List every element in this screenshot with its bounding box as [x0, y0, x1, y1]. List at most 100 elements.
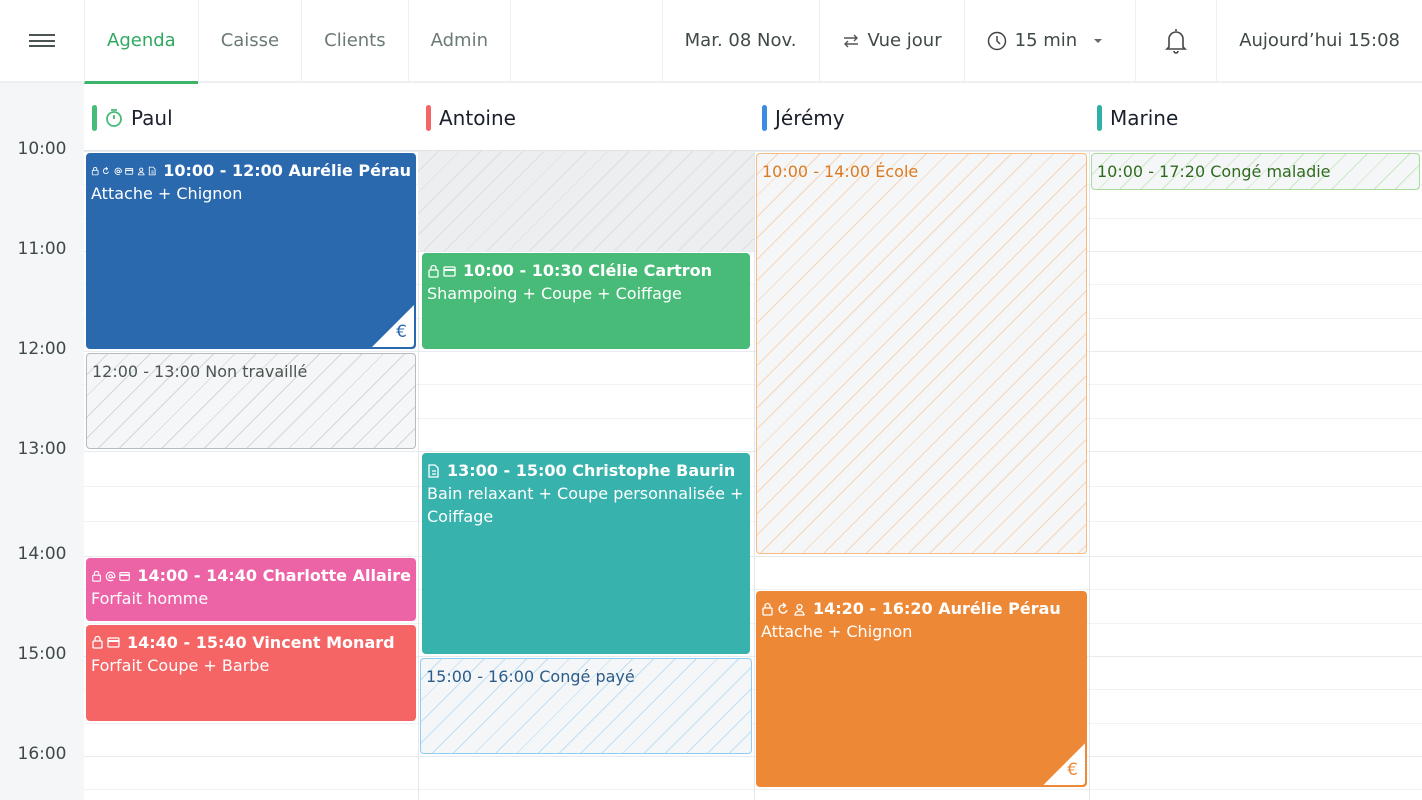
card-icon — [119, 571, 131, 581]
absence-label: 15:00 - 16:00 Congé payé — [426, 667, 635, 686]
tab-caisse[interactable]: Caisse — [197, 0, 301, 81]
column-divider — [754, 150, 755, 800]
view-toggle-button[interactable]: Vue jour — [818, 0, 964, 81]
doc-icon — [428, 463, 439, 478]
grid-line — [84, 789, 1422, 791]
user-icon — [794, 603, 805, 616]
spacer — [510, 0, 662, 81]
bell-icon — [1165, 28, 1188, 54]
grid-line — [84, 351, 1422, 352]
at-icon — [105, 571, 116, 581]
hour-label: 12:00 — [17, 339, 67, 359]
staff-color-bar — [426, 104, 431, 131]
lock-icon — [92, 636, 103, 649]
swap-arrows-icon — [843, 34, 858, 47]
chevron-down-icon — [1094, 38, 1103, 43]
appointment-services: Bain relaxant + Coupe personnalisée + Co… — [427, 484, 744, 526]
appointment-card[interactable]: 10:00 - 12:00 Aurélie Pérau Attache + Chi… — [86, 153, 416, 349]
top-navigation: Agenda Caisse Clients Admin Mar. 08 Nov.… — [0, 0, 1422, 84]
lock-icon — [762, 602, 773, 616]
tab-clients[interactable]: Clients — [301, 0, 408, 81]
staff-column-header[interactable]: Jérémy — [762, 85, 845, 150]
absence-block[interactable]: 15:00 - 16:00 Congé payé — [420, 658, 752, 754]
grid-line — [84, 622, 1422, 624]
date-label: Mar. 08 Nov. — [684, 30, 797, 51]
refresh-icon — [103, 166, 110, 174]
staff-name: Paul — [131, 105, 173, 130]
card-icon — [443, 265, 456, 277]
refresh-icon — [778, 602, 788, 614]
staff-name: Antoine — [439, 105, 516, 130]
staff-column-header[interactable]: Antoine — [426, 85, 516, 150]
absence-label: 10:00 - 14:00 École — [762, 162, 919, 181]
appointment-services: Attache + Chignon — [91, 184, 243, 203]
calendar-grid: 10:00 - 12:00 Aurélie Pérau Attache + Chi… — [84, 150, 1422, 800]
grid-line — [84, 656, 1422, 657]
today-label: Aujourd’hui 15:08 — [1239, 30, 1400, 51]
date-picker-button[interactable]: Mar. 08 Nov. — [661, 0, 819, 81]
staff-column-header[interactable]: Paul — [92, 85, 173, 150]
slot-label: 15 min — [1014, 30, 1078, 51]
doc-icon — [148, 166, 156, 175]
appointment-title: 14:20 - 16:20 Aurélie Pérau — [813, 599, 1061, 619]
lock-icon — [92, 570, 101, 582]
appointment-card[interactable]: 14:00 - 14:40 Charlotte Allaire Forfait h… — [86, 558, 416, 621]
time-column: 10:00 11:00 12:00 13:00 14:00 15:00 16:00 — [0, 83, 84, 800]
grid-line — [84, 521, 1422, 522]
lock-icon — [428, 264, 439, 278]
grid-line — [84, 486, 1422, 487]
lock-icon — [91, 166, 99, 175]
slot-duration-dropdown[interactable]: 15 min — [963, 0, 1136, 81]
hour-label: 16:00 — [17, 744, 67, 764]
notifications-button[interactable] — [1135, 0, 1216, 81]
hour-label: 15:00 — [17, 644, 67, 664]
user-icon — [137, 167, 145, 175]
grid-line — [84, 451, 1422, 452]
grid-line — [84, 317, 1422, 319]
tab-agenda[interactable]: Agenda — [84, 0, 198, 84]
appointment-services: Shampoing + Coupe + Coiffage — [427, 284, 682, 303]
appointment-title: 13:00 - 15:00 Christophe Baurin — [447, 461, 736, 480]
absence-block[interactable]: 12:00 - 13:00 Non travaillé — [86, 353, 416, 449]
staff-color-bar — [92, 104, 97, 131]
timer-icon — [106, 108, 122, 127]
absence-label: 10:00 - 17:20 Congé maladie — [1097, 162, 1331, 181]
appointment-services: Forfait Coupe + Barbe — [91, 655, 270, 675]
hamburger-icon[interactable] — [0, 0, 84, 81]
grid-line — [84, 589, 1422, 591]
today-button[interactable]: Aujourd’hui 15:08 — [1216, 0, 1422, 81]
grid-line — [84, 417, 1422, 419]
appointment-card[interactable]: 14:20 - 16:20 Aurélie Pérau Attache + Chi… — [756, 591, 1087, 788]
clock-icon — [987, 31, 1006, 50]
appointment-services: Attache + Chignon — [761, 622, 913, 642]
hour-label: 13:00 — [17, 439, 67, 459]
column-divider — [1089, 150, 1090, 800]
staff-column-header[interactable]: Marine — [1097, 85, 1178, 150]
appointment-card[interactable]: 13:00 - 15:00 Christophe Baurin Bain rela… — [422, 453, 750, 654]
appointment-title: 10:00 - 12:00 Aurélie Pérau — [163, 161, 412, 180]
absence-label: 12:00 - 13:00 Non travaillé — [92, 362, 308, 381]
grid-line — [84, 556, 1422, 557]
column-divider — [418, 150, 419, 800]
view-label: Vue jour — [867, 30, 942, 51]
hour-label: 11:00 — [17, 239, 67, 259]
grid-line — [84, 150, 1422, 151]
grid-line — [84, 689, 1422, 691]
staff-color-bar — [762, 104, 767, 131]
unavailable-slot — [418, 151, 754, 251]
appointment-services: Forfait homme — [91, 589, 209, 608]
tab-admin[interactable]: Admin — [407, 0, 510, 81]
staff-name: Marine — [1110, 105, 1179, 130]
absence-block[interactable]: 10:00 - 14:00 École — [756, 153, 1087, 554]
appointment-title: 14:00 - 14:40 Charlotte Allaire — [137, 566, 411, 585]
absence-block[interactable]: 10:00 - 17:20 Congé maladie — [1091, 153, 1420, 190]
grid-line — [84, 722, 1422, 724]
staff-color-bar — [1097, 104, 1102, 131]
card-icon — [125, 167, 134, 175]
hour-label: 14:00 — [17, 544, 67, 564]
grid-line — [84, 756, 1422, 757]
appointment-card[interactable]: 14:40 - 15:40 Vincent Monard Forfait Coup… — [86, 624, 416, 721]
appointment-title: 14:40 - 15:40 Vincent Monard — [127, 632, 395, 652]
appointment-card[interactable]: 10:00 - 10:30 Clélie Cartron Shampoing + … — [422, 253, 750, 349]
grid-line — [84, 384, 1422, 386]
